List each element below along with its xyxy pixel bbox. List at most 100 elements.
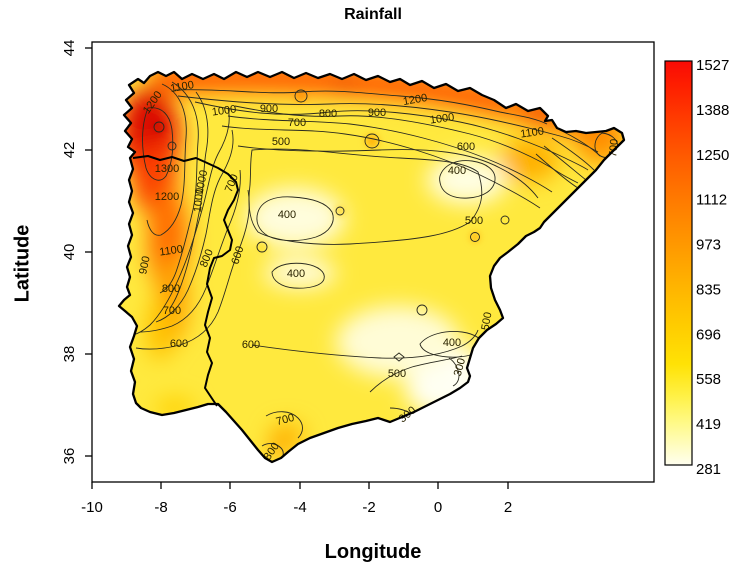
contour-value-label: 700 — [288, 117, 306, 129]
contour-line — [135, 189, 250, 350]
contour-value-label: 700 — [275, 412, 296, 428]
x-tick-label: 2 — [504, 499, 512, 516]
contour-line — [535, 153, 579, 189]
y-tick-label: 40 — [61, 244, 78, 261]
contour-value-label: 500 — [272, 136, 290, 148]
y-tick-label: 36 — [61, 448, 78, 465]
contour-line — [393, 352, 405, 362]
contour-line — [177, 95, 599, 153]
x-axis-title: Longitude — [324, 541, 422, 563]
contour-value-label: 400 — [448, 165, 466, 177]
contour-value-label: 400 — [287, 268, 305, 280]
legend-tick-label: 696 — [696, 326, 721, 343]
legend-tick-label: 1388 — [696, 102, 729, 119]
contour-ring — [294, 89, 308, 103]
contour-value-label: 1100 — [520, 125, 545, 140]
contour-value-label: 500 — [388, 368, 406, 380]
contour-ring — [167, 141, 177, 151]
contour-value-label: 1000 — [194, 169, 211, 195]
contour-line — [159, 81, 199, 294]
contour-line — [551, 137, 595, 171]
contour-value-label: 500 — [479, 311, 494, 331]
chart-title: Rainfall — [344, 6, 402, 23]
legend-tick-label: 1527 — [696, 57, 729, 74]
legend-tick-label: 281 — [696, 461, 721, 478]
contour-line — [251, 329, 479, 359]
contour-ring — [335, 206, 345, 216]
contour-value-label: 400 — [443, 337, 461, 349]
contour-value-label: 600 — [457, 141, 475, 153]
x-tick-label: -2 — [362, 499, 375, 516]
contour-value-label: 1200 — [155, 191, 179, 203]
contour-value-label: 600 — [170, 338, 188, 350]
contour-ring — [470, 232, 480, 242]
contour-value-label: 900 — [137, 255, 153, 275]
contour-line — [234, 105, 579, 184]
contour-ring — [153, 121, 165, 133]
x-tick-label: -10 — [81, 499, 103, 516]
legend: 1527 1388 1250 1112 973 835 696 558 419 281 — [664, 57, 729, 478]
contour-value-label: 1200 — [402, 92, 428, 108]
contour-line — [439, 160, 496, 199]
legend-tick-label: 1112 — [696, 192, 727, 209]
contour-value-label: 800 — [162, 283, 180, 295]
y-axis-title: Latitude — [11, 224, 34, 303]
legend-labels: 1527 1388 1250 1112 973 835 696 558 419 281 — [696, 57, 729, 478]
contour-line — [155, 129, 234, 323]
contour-value-label: 1000 — [211, 103, 237, 118]
contour-value-label: 600 — [229, 245, 246, 266]
contour-value-label: 1000 — [429, 111, 455, 126]
x-tick-label: 0 — [434, 499, 442, 516]
contour-value-label: 1100 — [159, 243, 184, 258]
x-tick-label: -8 — [154, 499, 167, 516]
contour-line — [139, 169, 241, 333]
contour-ring — [364, 133, 380, 149]
y-tick-label: 42 — [61, 142, 78, 159]
plot-area — [91, 41, 655, 483]
contour-line — [271, 262, 325, 289]
contour-value-label: 400 — [278, 209, 296, 221]
contour-line — [221, 125, 541, 209]
iberia-coastline — [117, 70, 626, 464]
contour-value-label: 900 — [260, 103, 278, 115]
y-tick-label: 38 — [61, 346, 78, 363]
contour-line — [142, 107, 174, 181]
contour-line — [369, 355, 463, 393]
contour-ring — [500, 215, 510, 225]
axes: -10 -8 -6 -4 -2 0 2 44 42 40 38 36 — [61, 40, 512, 516]
contour-line — [174, 89, 548, 125]
contour-value-label: 500 — [465, 215, 483, 227]
contour-value-label: 600 — [242, 339, 260, 351]
contour-line — [146, 83, 187, 236]
contour-line — [543, 145, 587, 181]
contour-line — [227, 115, 553, 193]
legend-tick-label: 1250 — [696, 147, 729, 164]
legend-tick-label: 558 — [696, 371, 721, 388]
legend-tick-label: 419 — [696, 416, 721, 433]
legend-tick-label: 973 — [696, 237, 721, 254]
portugal-spain-border — [132, 155, 239, 407]
y-tick-label: 44 — [61, 40, 78, 57]
contour-value-label: 1100 — [169, 79, 194, 95]
contour-value-label: 700 — [163, 305, 181, 317]
legend-tick-label: 835 — [696, 281, 721, 298]
contour-ring — [256, 241, 268, 253]
contour-line — [132, 107, 230, 336]
contour-value-label: 900 — [368, 107, 386, 119]
contour-line — [194, 101, 589, 171]
contour-line — [169, 91, 209, 309]
x-tick-label: -6 — [223, 499, 236, 516]
contour-line — [448, 357, 460, 387]
contour-ring — [416, 304, 428, 316]
contour-line — [256, 196, 334, 242]
contour-line — [265, 411, 303, 439]
contour-value-label: 1000 — [192, 187, 206, 212]
legend-colorbar — [664, 60, 693, 466]
x-tick-label: -4 — [293, 499, 306, 516]
contour-value-label: 800 — [319, 108, 337, 120]
contour-value-label: 1300 — [155, 163, 179, 175]
contour-value-label: 300 — [452, 357, 468, 378]
contour-line — [237, 145, 539, 199]
